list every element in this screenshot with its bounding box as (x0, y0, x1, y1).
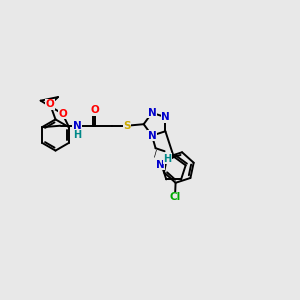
Text: N: N (156, 160, 165, 170)
Text: N: N (148, 108, 156, 118)
Text: H: H (163, 154, 171, 164)
Text: O: O (46, 99, 55, 110)
Text: H: H (73, 130, 81, 140)
Text: /: / (154, 150, 157, 159)
Text: N: N (73, 121, 82, 131)
Text: O: O (91, 105, 100, 115)
Text: O: O (58, 109, 67, 119)
Text: S: S (123, 121, 131, 131)
Text: N: N (161, 112, 170, 122)
Text: Cl: Cl (169, 192, 181, 202)
Text: N: N (148, 130, 156, 141)
